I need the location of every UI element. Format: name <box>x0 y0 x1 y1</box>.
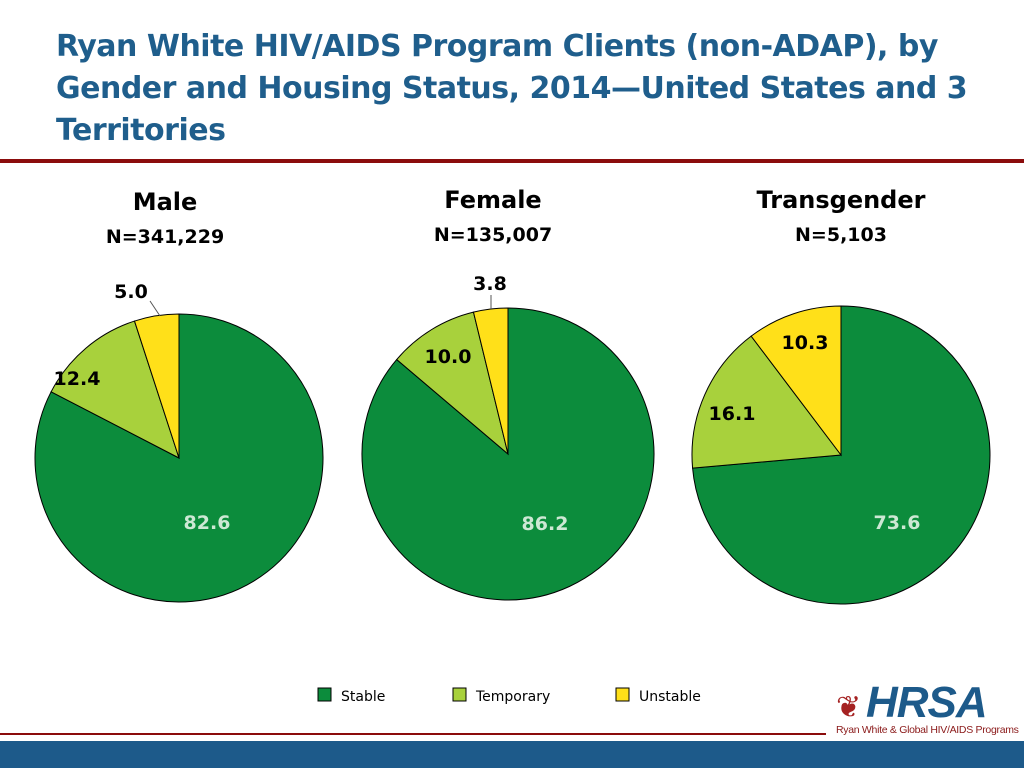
legend-label: Temporary <box>475 689 550 705</box>
data-label: 86.2 <box>522 513 569 535</box>
pie-title: Transgender <box>757 186 926 214</box>
pie-slice-unstable <box>133 313 180 459</box>
label-leader-line <box>149 300 161 317</box>
legend-label: Unstable <box>639 689 701 705</box>
pie-slice-temporary <box>395 311 509 456</box>
data-label: 10.3 <box>782 332 829 354</box>
legend-label: Stable <box>341 689 385 705</box>
footer-bar <box>0 741 1024 768</box>
data-label: 5.0 <box>114 281 148 303</box>
legend-swatch <box>615 687 630 702</box>
pie-slice-stable <box>34 313 324 603</box>
data-label: 3.8 <box>473 273 507 295</box>
logo-text: HRSA <box>866 678 988 727</box>
data-label: 12.4 <box>54 368 101 390</box>
data-label: 73.6 <box>874 512 921 534</box>
logo-subtitle: Ryan White & Global HIV/AIDS Programs <box>836 724 1019 736</box>
pie-subtitle: N=341,229 <box>106 226 224 248</box>
pie-title: Male <box>133 188 198 216</box>
pie-subtitle: N=135,007 <box>434 224 552 246</box>
footer-divider <box>0 733 826 735</box>
pie-slice-unstable <box>750 305 842 457</box>
data-label: 16.1 <box>709 403 756 425</box>
pie-slice-temporary <box>50 320 180 460</box>
data-label: 82.6 <box>184 512 231 534</box>
pie-slice-unstable <box>472 307 509 455</box>
red-ribbon-icon: ❦ <box>836 691 862 724</box>
pie-title: Female <box>444 186 541 214</box>
legend-swatch <box>317 687 332 702</box>
slide-title: Ryan White HIV/AIDS Program Clients (non… <box>56 29 968 148</box>
hrsa-logo: ❦ HRSA Ryan White & Global HIV/AIDS Prog… <box>834 678 1019 738</box>
pie-subtitle: N=5,103 <box>795 224 887 246</box>
data-label: 10.0 <box>425 346 472 368</box>
title-divider <box>0 159 1024 163</box>
pie-slice-temporary <box>691 335 842 469</box>
legend-swatch <box>452 687 467 702</box>
